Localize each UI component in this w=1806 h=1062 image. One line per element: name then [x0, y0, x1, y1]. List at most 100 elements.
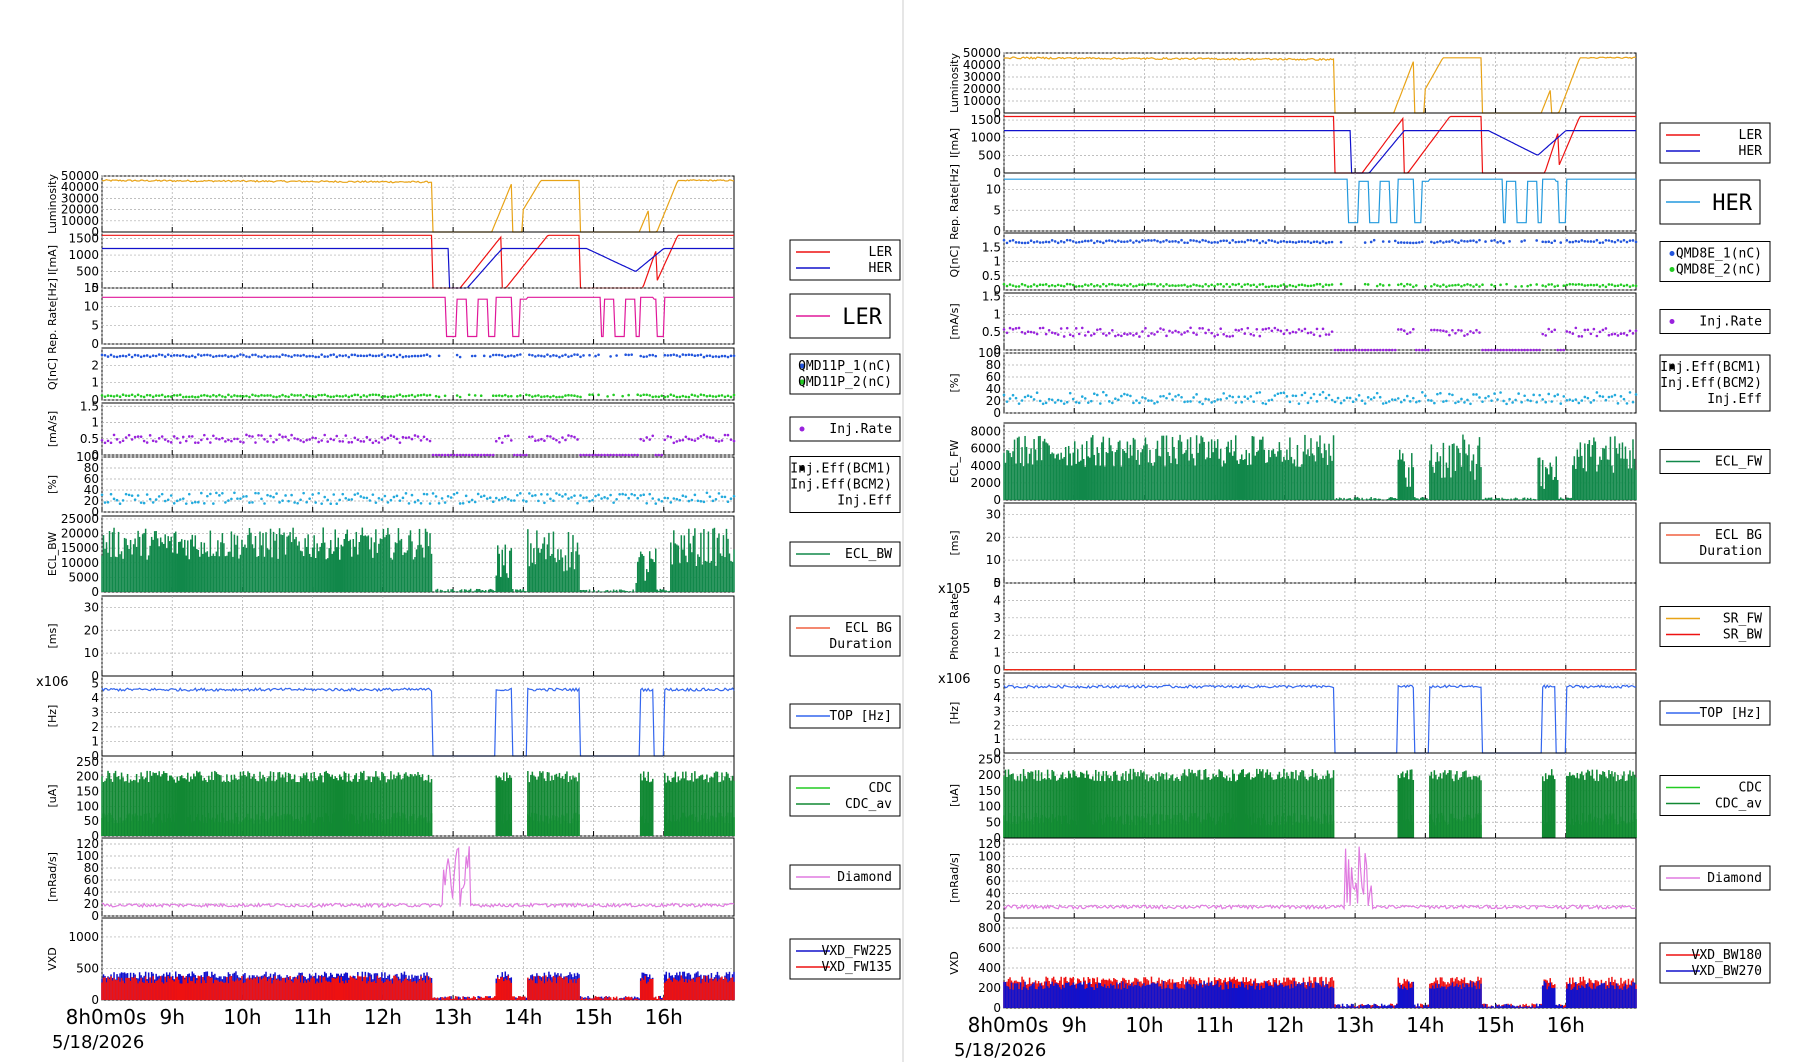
data-point: [1267, 399, 1271, 402]
data-point: [100, 394, 104, 397]
data-point: [1029, 395, 1033, 399]
data-point: [1141, 283, 1144, 287]
data-point: [516, 394, 519, 398]
data-point: [1505, 348, 1508, 352]
data-point: [1023, 241, 1027, 245]
data-point: [1375, 391, 1379, 395]
data-point: [1309, 396, 1313, 400]
data-point: [1294, 394, 1298, 398]
data-point: [1135, 332, 1138, 336]
data-point: [1102, 390, 1105, 394]
data-point: [455, 453, 459, 457]
data-point: [281, 499, 284, 502]
data-point: [506, 354, 510, 358]
data-point: [1433, 401, 1436, 405]
data-point: [1574, 326, 1578, 330]
data-point: [1264, 402, 1268, 406]
data-point: [1586, 396, 1590, 400]
data-point: [1312, 284, 1316, 287]
data-point: [1023, 332, 1027, 335]
data-point: [1011, 328, 1015, 331]
data-point: [1258, 334, 1262, 338]
data-point: [1288, 240, 1292, 244]
data-point: [1026, 394, 1030, 398]
data-point: [1538, 348, 1541, 352]
data-point: [169, 441, 173, 444]
data-point: [711, 355, 715, 359]
y-tick-label: 0: [91, 505, 99, 519]
data-point: [1264, 241, 1268, 245]
data-point: [549, 497, 552, 501]
data-point: [681, 353, 685, 356]
data-point: [1183, 283, 1186, 287]
data-point: [1571, 240, 1575, 244]
data-point: [1162, 394, 1165, 398]
y-axis-label: [%]: [948, 373, 961, 392]
legend-label: VXD_FW135: [822, 960, 892, 975]
data-point: [1234, 328, 1238, 332]
legend-label: HER: [869, 261, 893, 276]
data-point: [1225, 334, 1229, 338]
data-point: [1056, 333, 1060, 336]
y-tick-label: 25000: [61, 512, 99, 526]
data-point: [374, 393, 378, 397]
data-point: [1402, 398, 1406, 402]
data-point: [1279, 329, 1283, 333]
data-point: [1556, 348, 1560, 352]
data-point: [332, 395, 336, 398]
data-point: [470, 453, 474, 457]
data-point: [359, 354, 363, 357]
data-point: [732, 354, 736, 358]
data-point: [434, 394, 438, 398]
data-point: [1625, 402, 1629, 405]
data-point: [522, 499, 525, 502]
data-point: [380, 353, 384, 356]
data-point: [555, 395, 558, 399]
data-point: [1219, 398, 1222, 401]
data-point: [1634, 393, 1638, 396]
data-point: [687, 353, 691, 357]
data-point: [184, 439, 188, 443]
y-axis-label: ECL_FW: [948, 440, 961, 484]
data-point: [112, 497, 116, 501]
data-point: [1381, 402, 1385, 405]
data-point: [112, 433, 116, 437]
x-tick-label: 14h: [504, 1005, 542, 1029]
series-inj-eff: [100, 491, 736, 506]
data-point: [326, 440, 330, 443]
data-point: [1050, 331, 1054, 334]
data-point: [720, 354, 724, 358]
legend-label: CDC_av: [845, 797, 892, 812]
data-point: [1601, 241, 1605, 244]
data-point: [326, 498, 330, 502]
data-point: [287, 395, 290, 399]
data-point: [1282, 283, 1286, 286]
data-point: [1144, 397, 1147, 400]
data-point: [714, 439, 718, 443]
data-point: [531, 435, 534, 438]
data-point: [534, 494, 537, 497]
data-point: [594, 453, 597, 457]
data-point: [172, 393, 176, 397]
data-point: [573, 494, 576, 497]
data-point: [1589, 401, 1593, 404]
data-point: [422, 435, 426, 439]
data-point: [1071, 283, 1075, 287]
data-point: [1387, 283, 1391, 287]
legend: Inj.Eff(BCM1)Inj.Eff(BCM2)Inj.Eff: [1659, 354, 1771, 412]
data-point: [1556, 284, 1560, 288]
data-point: [1613, 240, 1617, 244]
y-tick-label: 20000: [61, 203, 99, 217]
data-point: [1056, 398, 1060, 402]
data-point: [163, 499, 167, 503]
y-tick-label: 60: [84, 472, 99, 486]
data-point: [1366, 348, 1370, 352]
y-tick-label: 0: [91, 909, 99, 923]
data-point: [690, 438, 694, 442]
data-point: [488, 496, 492, 500]
data-point: [1062, 402, 1066, 405]
data-point: [184, 395, 188, 399]
data-point: [1550, 330, 1554, 334]
data-point: [1044, 240, 1048, 244]
